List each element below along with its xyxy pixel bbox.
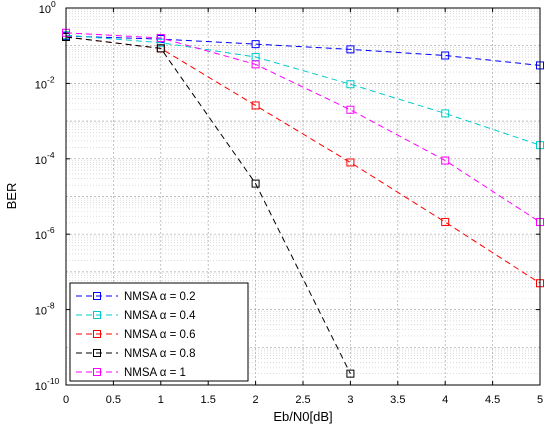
legend-marker: [93, 292, 101, 300]
legend: NMSA α = 0.2 NMSA α = 0.4 NMSA α = 0.6 NMSA…: [69, 282, 249, 382]
data-point: [251, 179, 260, 188]
legend-label: NMSA α = 0.6: [124, 329, 196, 341]
series-line: [65, 32, 541, 223]
data-point: [441, 156, 450, 165]
legend-entry: NMSA α = 0.2: [76, 291, 196, 303]
data-point: [251, 101, 260, 110]
legend-entry: NMSA α = 0.8: [76, 348, 196, 360]
x-tick-label: 4: [442, 394, 448, 406]
data-point: [346, 158, 355, 167]
x-tick-label: 5: [537, 394, 543, 406]
y-tick-exponent: -10: [47, 376, 60, 386]
x-tick-label: 0.5: [106, 394, 121, 406]
y-tick-base: 10: [35, 230, 47, 242]
legend-entry: NMSA α = 1: [76, 367, 186, 379]
series-line: [65, 35, 541, 66]
data-point: [251, 60, 260, 69]
x-tick-label: 3.5: [390, 394, 405, 406]
y-tick-exponent: 0: [51, 0, 56, 9]
y-tick-label: 10 -10: [35, 376, 60, 393]
x-tick-labels: 0 0.5 1 1.5 2 2.5 3 3.5 4 4.5 5: [63, 394, 543, 406]
legend-marker: [93, 311, 101, 319]
data-point: [441, 51, 450, 60]
y-tick-exponent: -4: [47, 150, 55, 160]
y-tick-base: 10: [35, 306, 47, 318]
data-point: [346, 105, 355, 114]
x-tick-label: 2.5: [295, 394, 310, 406]
x-tick-label: 2: [253, 394, 259, 406]
y-tick-label: 10 -8: [35, 301, 55, 318]
x-tick-label: 1.5: [201, 394, 216, 406]
x-tick-label: 3: [347, 394, 353, 406]
legend-label: NMSA α = 1: [124, 367, 186, 379]
data-point: [441, 218, 450, 227]
legend-marker: [93, 349, 101, 357]
series-line: [65, 34, 541, 146]
x-tick-label: 4.5: [485, 394, 500, 406]
data-point: [346, 80, 355, 89]
data-point: [156, 34, 165, 43]
legend-entry: NMSA α = 0.6: [76, 329, 196, 341]
data-point: [441, 109, 450, 118]
legend-entry: NMSA α = 0.4: [76, 310, 196, 322]
y-tick-base: 10: [35, 381, 47, 393]
legend-label: NMSA α = 0.2: [124, 291, 196, 303]
legend-marker: [93, 330, 101, 338]
legend-label: NMSA α = 0.4: [124, 310, 196, 322]
legend-entries: NMSA α = 0.2 NMSA α = 0.4 NMSA α = 0.6 NMSA…: [76, 291, 196, 379]
y-tick-base: 10: [35, 79, 47, 91]
y-tick-exponent: -6: [47, 225, 55, 235]
axis-ticks: [65, 7, 541, 386]
y-tick-exponent: -2: [47, 74, 55, 84]
y-tick-base: 10: [39, 4, 51, 16]
y-tick-label: 10 -6: [35, 225, 55, 242]
data-point: [156, 44, 165, 53]
x-axis-label: Eb/N0[dB]: [273, 409, 332, 424]
y-axis-label: BER: [4, 183, 19, 210]
data-point: [346, 45, 355, 54]
series-layer: [62, 28, 544, 378]
data-point: [346, 369, 355, 378]
legend-marker: [93, 368, 101, 376]
legend-label: NMSA α = 0.8: [124, 348, 196, 360]
y-tick-base: 10: [35, 155, 47, 167]
data-point: [156, 38, 165, 47]
data-point: [251, 40, 260, 49]
x-tick-label: 0: [63, 394, 69, 406]
y-tick-exponent: -8: [47, 301, 55, 311]
y-tick-label: 10 -2: [35, 74, 55, 91]
x-tick-label: 1: [158, 394, 164, 406]
y-tick-label: 10 0: [39, 0, 56, 16]
y-tick-label: 10 -4: [35, 150, 55, 167]
series-line: [65, 36, 541, 284]
